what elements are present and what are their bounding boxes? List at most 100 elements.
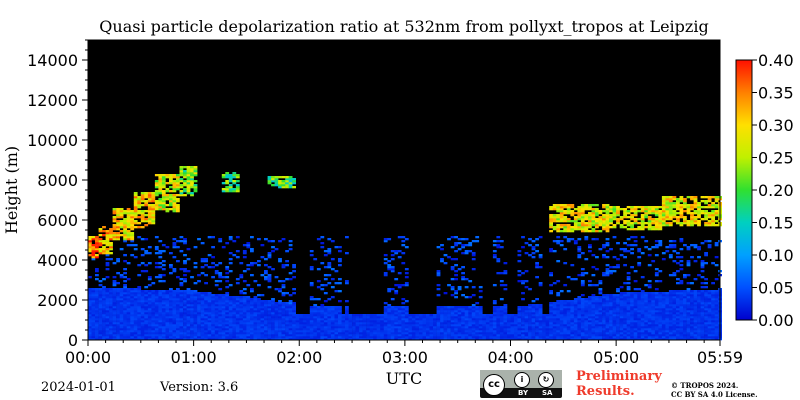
heatmap-cell xyxy=(214,308,219,311)
heatmap-cell xyxy=(95,308,99,311)
heatmap-cell xyxy=(161,180,166,183)
heatmap-cell xyxy=(302,326,307,329)
heatmap-cell xyxy=(352,322,356,325)
heatmap-cell xyxy=(672,202,677,205)
heatmap-cell xyxy=(235,256,240,259)
heatmap-cell xyxy=(285,332,289,335)
heatmap-cell xyxy=(668,294,673,297)
heatmap-cell xyxy=(623,328,627,331)
heatmap-cell xyxy=(190,332,194,335)
heatmap-cell xyxy=(190,304,194,307)
heatmap-cell xyxy=(274,330,279,333)
heatmap-cell xyxy=(302,338,307,341)
heatmap-cell xyxy=(661,216,666,219)
heatmap-cell xyxy=(665,304,670,307)
heatmap-cell xyxy=(619,304,624,307)
heatmap-cell xyxy=(197,312,201,315)
heatmap-cell xyxy=(619,296,624,299)
heatmap-cell xyxy=(436,336,441,339)
heatmap-cell xyxy=(528,306,532,309)
heatmap-cell xyxy=(338,308,342,311)
heatmap-cell xyxy=(668,256,673,259)
heatmap-cell xyxy=(253,308,258,311)
heatmap-cell xyxy=(545,336,550,339)
heatmap-cell xyxy=(605,244,610,247)
heatmap-cell xyxy=(91,336,96,339)
heatmap-cell xyxy=(637,226,642,229)
heatmap-cell xyxy=(116,290,120,293)
heatmap-cell xyxy=(98,240,103,243)
heatmap-cell xyxy=(514,334,518,337)
heatmap-cell xyxy=(119,324,124,327)
heatmap-cell xyxy=(644,330,649,333)
heatmap-cell xyxy=(507,316,511,319)
heatmap-cell xyxy=(116,320,120,323)
heatmap-cell xyxy=(102,296,106,299)
heatmap-cell xyxy=(478,332,483,335)
heatmap-cell xyxy=(658,324,663,327)
heatmap-cell xyxy=(123,310,127,313)
heatmap-cell xyxy=(654,310,659,313)
heatmap-cell xyxy=(232,316,237,319)
heatmap-cell xyxy=(616,306,620,309)
heatmap-cell xyxy=(292,186,296,189)
heatmap-cell xyxy=(679,338,684,341)
heatmap-cell xyxy=(232,310,237,313)
heatmap-cell xyxy=(186,306,191,309)
heatmap-cell xyxy=(531,338,536,341)
heatmap-cell xyxy=(517,324,522,327)
heatmap-cell xyxy=(549,302,553,305)
heatmap-cell xyxy=(492,330,497,333)
heatmap-cell xyxy=(605,216,610,219)
heatmap-cell xyxy=(183,180,187,183)
heatmap-cell xyxy=(112,282,117,285)
heatmap-cell xyxy=(158,320,163,323)
heatmap-cell xyxy=(658,296,663,299)
heatmap-cell xyxy=(440,310,444,313)
heatmap-cell xyxy=(183,330,187,333)
heatmap-cell xyxy=(105,264,110,267)
heatmap-cell xyxy=(373,322,377,325)
heatmap-cell xyxy=(242,328,247,331)
heatmap-cell xyxy=(447,306,451,309)
heatmap-cell xyxy=(169,196,173,199)
heatmap-cell xyxy=(408,314,413,317)
heatmap-cell xyxy=(404,330,409,333)
heatmap-cell xyxy=(475,240,480,243)
heatmap-cell xyxy=(475,308,480,311)
heatmap-cell xyxy=(323,324,328,327)
heatmap-cell xyxy=(538,324,543,327)
heatmap-cell xyxy=(161,196,166,199)
heatmap-cell xyxy=(323,330,328,333)
heatmap-cell xyxy=(665,306,670,309)
heatmap-cell xyxy=(313,336,318,339)
heatmap-cell xyxy=(626,286,631,289)
heatmap-cell xyxy=(232,320,237,323)
heatmap-cell xyxy=(461,278,465,281)
heatmap-cell xyxy=(588,326,592,329)
heatmap-cell xyxy=(98,334,103,337)
heatmap-cell xyxy=(250,314,254,317)
heatmap-cell xyxy=(126,334,131,337)
heatmap-cell xyxy=(176,332,180,335)
heatmap-cell xyxy=(630,330,634,333)
heatmap-cell xyxy=(257,284,261,287)
heatmap-cell xyxy=(637,250,642,253)
heatmap-cell xyxy=(499,312,504,315)
heatmap-cell xyxy=(387,290,392,293)
heatmap-cell xyxy=(556,336,561,339)
heatmap-cell xyxy=(651,298,656,301)
heatmap-cell xyxy=(267,312,272,315)
heatmap-cell xyxy=(225,294,230,297)
heatmap-cell xyxy=(116,238,120,241)
heatmap-cell xyxy=(278,300,282,303)
heatmap-cell xyxy=(450,320,455,323)
heatmap-cell xyxy=(151,192,156,195)
heatmap-cell xyxy=(450,314,455,317)
heatmap-cell xyxy=(264,264,268,267)
heatmap-cell xyxy=(668,200,673,203)
heatmap-cell xyxy=(112,306,117,309)
heatmap-cell xyxy=(345,310,349,313)
heatmap-cell xyxy=(330,308,335,311)
heatmap-cell xyxy=(179,338,184,341)
